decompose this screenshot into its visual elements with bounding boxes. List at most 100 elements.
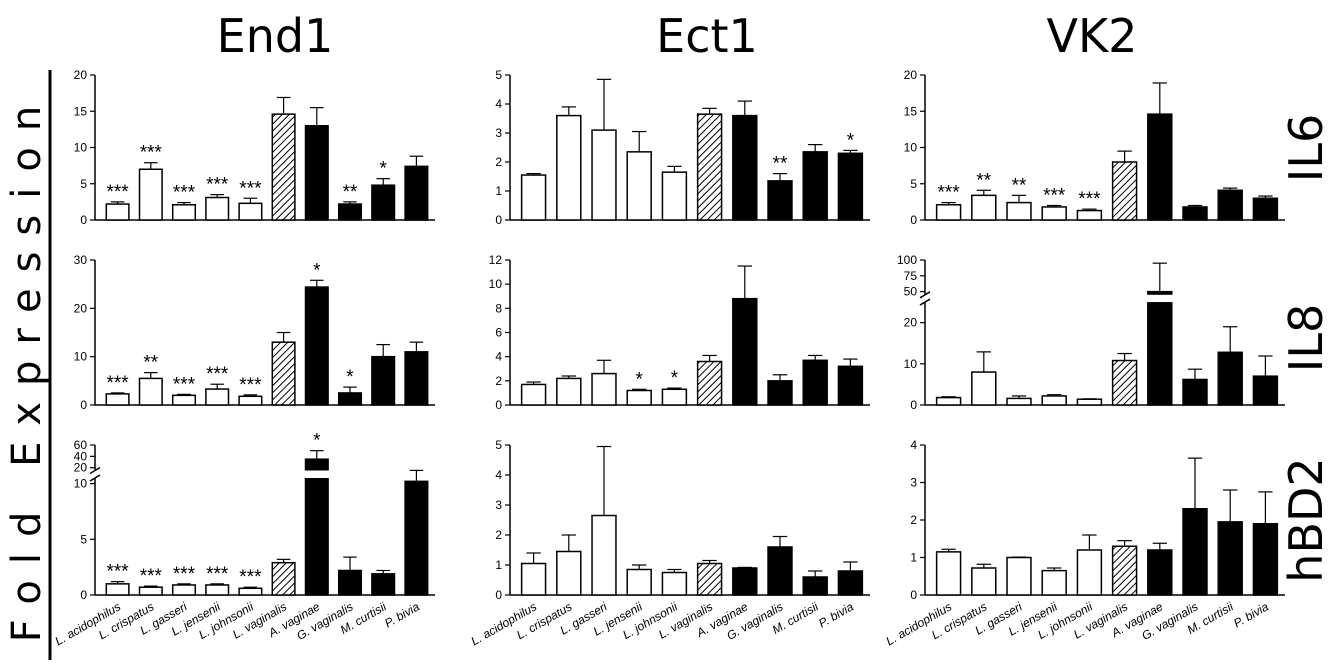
significance-marker: **	[773, 154, 788, 175]
bar	[1006, 397, 1032, 406]
bar	[696, 562, 723, 596]
y-tick-label: 10	[74, 477, 88, 491]
y-tick-label: 10	[489, 277, 503, 291]
significance-marker: *	[379, 159, 387, 180]
y-tick-label: 75	[904, 269, 918, 283]
y-axis-label: Fold Expression	[4, 90, 50, 642]
significance-marker: ***	[1078, 189, 1101, 210]
bar	[626, 568, 652, 596]
bar	[1252, 197, 1279, 221]
bar	[935, 551, 962, 596]
bar	[732, 567, 758, 596]
bar	[1076, 549, 1103, 596]
y-tick-label: 0	[910, 588, 917, 602]
significance-marker: ***	[239, 178, 262, 199]
significance-marker: **	[976, 170, 991, 191]
bar	[1147, 549, 1173, 596]
bar	[1076, 398, 1103, 406]
y-tick-label: 1	[495, 558, 502, 572]
column-title-end1: End1	[217, 9, 334, 63]
bar	[971, 567, 997, 596]
y-tick-label: 15	[74, 104, 88, 118]
significance-marker: *	[635, 369, 643, 390]
panel-ect1-il8: 0 2 4 6 8 10 12 * *	[489, 253, 870, 412]
significance-marker: ***	[173, 183, 196, 204]
bar	[591, 514, 617, 596]
y-tick-label: 4	[495, 468, 502, 482]
y-tick-label: 5	[910, 177, 917, 191]
bar	[1041, 569, 1067, 596]
row-title-il6: IL6	[1279, 114, 1332, 182]
bar	[1041, 206, 1067, 221]
bar	[837, 152, 864, 221]
y-tick-label: 0	[910, 213, 917, 227]
y-tick-label: 6	[495, 326, 502, 340]
bar	[661, 571, 688, 596]
bar	[767, 380, 793, 406]
bar	[802, 151, 828, 221]
y-tick-label: 0	[80, 588, 87, 602]
bar	[371, 355, 396, 406]
bar	[304, 458, 329, 596]
bar	[371, 573, 396, 596]
bar	[1006, 556, 1032, 596]
y-tick-label: 10	[74, 350, 88, 364]
significance-marker: ***	[107, 562, 130, 583]
y-tick-label: 2	[495, 374, 502, 388]
bar	[1006, 201, 1032, 221]
bar	[1252, 523, 1279, 596]
y-tick-label: 2	[910, 513, 917, 527]
bar	[837, 365, 864, 406]
bar	[661, 388, 688, 406]
bar	[1182, 206, 1208, 221]
y-tick-label: 20	[904, 316, 918, 330]
category-label-p-bivia: P. bivia	[382, 599, 422, 630]
y-tick-label: 3	[495, 498, 502, 512]
bar	[1111, 359, 1138, 406]
bar	[556, 377, 582, 406]
significance-marker: *	[313, 431, 321, 452]
significance-marker: **	[343, 182, 358, 203]
bar	[171, 204, 197, 221]
bar	[520, 174, 547, 221]
y-tick-label: 5	[80, 177, 87, 191]
bar	[404, 351, 429, 406]
bar	[271, 561, 296, 596]
bar	[371, 184, 396, 221]
category-label-p-bivia: P. bivia	[816, 599, 856, 630]
bar	[696, 113, 723, 221]
y-tick-label: 30	[74, 253, 88, 267]
y-tick-label: 4	[495, 97, 502, 111]
y-tick-label: 4	[495, 350, 502, 364]
y-tick-label: 15	[904, 104, 918, 118]
bar	[138, 168, 163, 221]
axis-break-mark	[89, 474, 101, 482]
bar	[732, 297, 758, 406]
bar	[1182, 508, 1208, 596]
bar	[767, 180, 793, 221]
y-tick-label: 0	[910, 398, 917, 412]
axis-break-mark	[89, 466, 101, 475]
bar	[171, 394, 197, 406]
significance-marker: **	[1012, 175, 1027, 196]
bar	[1111, 545, 1138, 596]
y-tick-label: 1	[495, 184, 502, 198]
bar	[337, 392, 363, 406]
bar	[802, 359, 828, 406]
bar	[1147, 113, 1173, 221]
significance-marker: ***	[140, 566, 163, 587]
y-tick-label: 10	[904, 141, 918, 155]
y-tick-label: 20	[904, 68, 918, 82]
bar	[1041, 395, 1067, 406]
y-tick-label: 8	[495, 301, 502, 315]
bar	[304, 286, 329, 406]
column-title-ect1: Ect1	[656, 9, 758, 63]
bar	[626, 389, 652, 406]
bar	[205, 196, 230, 221]
bar	[105, 583, 130, 596]
bar	[802, 576, 828, 596]
significance-marker: *	[847, 130, 855, 151]
